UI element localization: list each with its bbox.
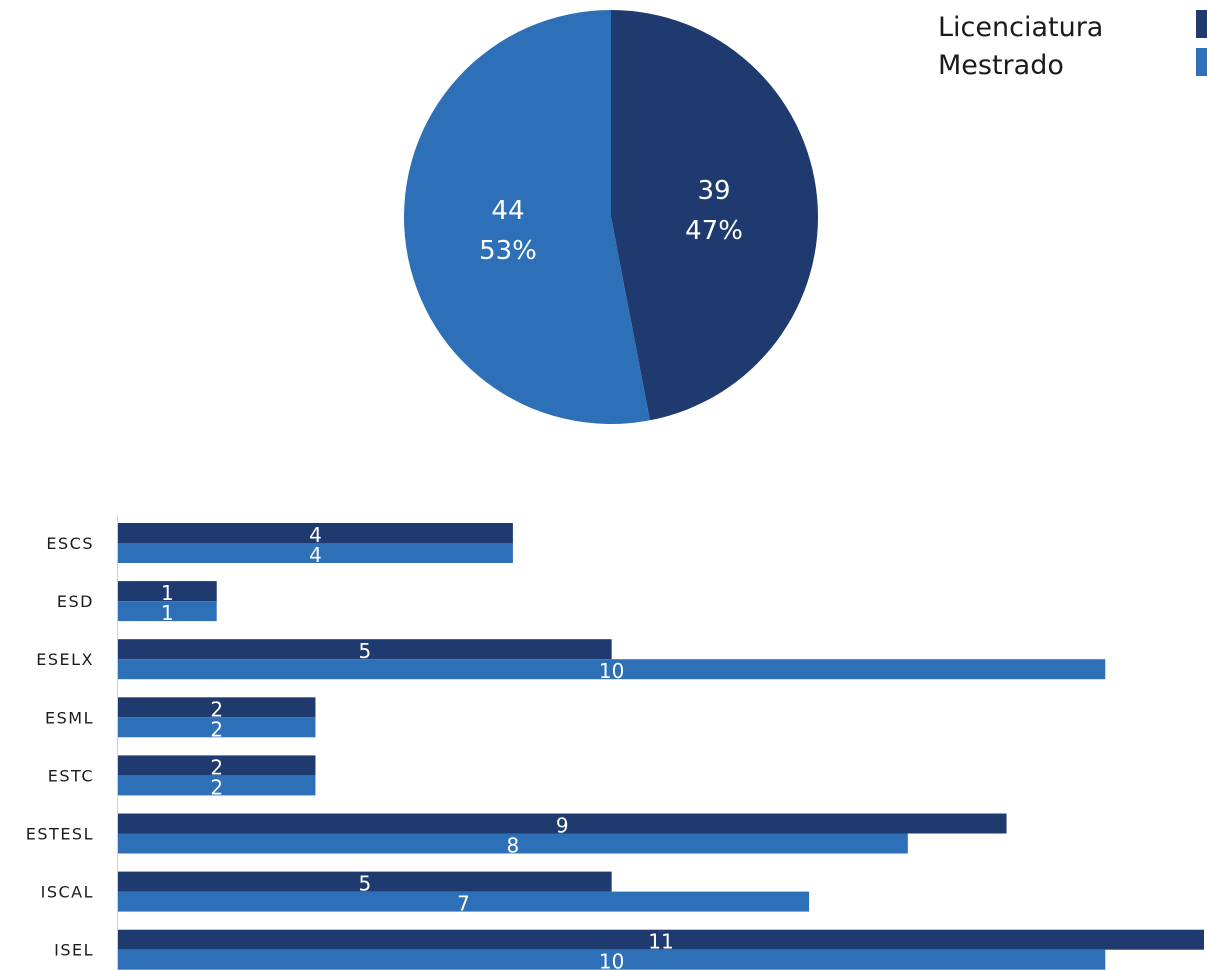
category-label-esml: ESML	[45, 708, 94, 727]
pie-slice-licenciatura	[611, 10, 819, 421]
bar-isel-mestrado	[118, 949, 1106, 970]
bar-eselx-licenciatura	[118, 639, 612, 660]
bar-estesl-licenciatura	[118, 813, 1007, 834]
category-label-iscal: ISCAL	[41, 883, 94, 902]
pie-slice-mestrado	[404, 10, 650, 424]
bar-value-label-esd-mestrado: 1	[161, 601, 174, 625]
category-label-eselx: ESELX	[36, 650, 94, 669]
bar-value-label-estesl-licenciatura: 9	[556, 814, 569, 838]
bar-esml-mestrado	[118, 717, 316, 738]
bar-value-label-esml-licenciatura: 2	[210, 697, 223, 721]
bar-value-label-esml-mestrado: 2	[210, 717, 223, 741]
bar-esd-licenciatura	[118, 581, 217, 602]
legend-swatch-licenciatura	[1196, 10, 1207, 38]
pie-percent-label-licenciatura: 47%	[685, 216, 743, 246]
bar-estc-mestrado	[118, 775, 316, 796]
legend-swatch-mestrado	[1196, 48, 1207, 76]
bar-value-label-estesl-mestrado: 8	[507, 834, 520, 858]
category-label-estc: ESTC	[48, 766, 94, 785]
bar-iscal-licenciatura	[118, 871, 612, 892]
bar-isel-licenciatura	[118, 929, 1204, 950]
category-label-esd: ESD	[57, 592, 94, 611]
bar-estc-licenciatura	[118, 755, 316, 776]
bar-value-label-isel-mestrado: 10	[599, 950, 624, 970]
pie-value-label-licenciatura: 39	[697, 176, 730, 206]
bar-esd-mestrado	[118, 601, 217, 622]
category-label-isel: ISEL	[54, 941, 94, 960]
category-label-escs: ESCS	[46, 534, 94, 553]
pie-chart: 39 47% 44 53%	[404, 10, 819, 424]
pie-value-label-mestrado: 44	[491, 196, 524, 226]
bar-value-label-estc-mestrado: 2	[210, 775, 223, 799]
legend-label-mestrado: Mestrado	[938, 50, 1064, 81]
bar-value-label-iscal-licenciatura: 5	[358, 872, 371, 896]
bar-value-label-iscal-mestrado: 7	[457, 892, 470, 916]
legend-label-licenciatura: Licenciatura	[938, 12, 1104, 43]
bar-value-label-eselx-licenciatura: 5	[358, 639, 371, 663]
pie-percent-label-mestrado: 53%	[479, 236, 537, 266]
bar-eselx-mestrado	[118, 659, 1106, 680]
bar-escs-licenciatura	[118, 523, 513, 543]
bar-escs-mestrado	[118, 543, 513, 563]
bar-value-label-eselx-mestrado: 10	[599, 659, 624, 683]
bar-value-label-estc-licenciatura: 2	[210, 755, 223, 779]
bar-value-label-esd-licenciatura: 1	[161, 581, 174, 605]
bar-estesl-mestrado	[118, 833, 908, 854]
bar-iscal-mestrado	[118, 891, 810, 912]
bar-value-label-escs-mestrado: 4	[309, 543, 322, 567]
bar-value-label-escs-licenciatura: 4	[309, 523, 322, 547]
bar-esml-licenciatura	[118, 697, 316, 718]
category-label-estesl: ESTESL	[26, 825, 94, 844]
